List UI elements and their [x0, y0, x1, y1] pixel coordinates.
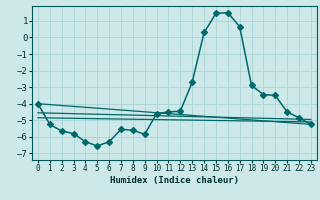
X-axis label: Humidex (Indice chaleur): Humidex (Indice chaleur) — [110, 176, 239, 185]
